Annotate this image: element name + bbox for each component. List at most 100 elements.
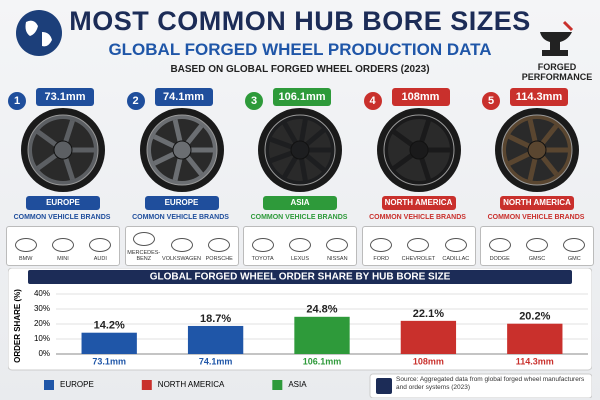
wheel-card: 5 114.3mm NORTH AMERICA COMMON VEHICLE BRAN… [478,86,594,268]
brand-name: AUDI [93,256,107,262]
bar [507,323,563,354]
brand: CHEVROLET [400,227,437,265]
legend-swatch [44,380,54,390]
wheel-image [258,108,342,192]
bar [400,320,457,354]
legend-swatch [141,380,152,390]
hub [172,140,191,160]
chart-title-bar [28,270,572,284]
value-label: 24.8% [306,304,337,316]
rank-badge: 2 [126,92,145,110]
brand: FORD [363,227,400,265]
subtitle: GLOBAL FORGED WHEEL PRODUCTION DATA [108,40,492,59]
brand-name: CHEVROLET [401,256,436,262]
brand-box: TOYOTA LEXUS NISSAN [243,226,357,266]
brand: GMC [556,227,593,265]
bar [294,316,350,354]
brand-name: MERCEDES-BENZ [127,250,161,262]
legend-label: ASIA [288,380,307,389]
brand-name: CADILLAC [442,256,470,262]
wheel-image [21,108,105,192]
size-badge: 74.1mm [154,88,213,106]
legend-label: EUROPE [60,380,94,389]
y-tick-label: 30% [34,304,50,313]
region-badge: NORTH AMERICA [381,196,456,210]
rank-badge: 5 [482,92,500,110]
brand-box: FORD CHEVROLET CADILLAC [361,226,476,266]
hub [527,140,547,160]
brand-name: LEXUS [290,256,310,262]
source-box [369,373,592,398]
chart-title: GLOBAL FORGED WHEEL ORDER SHARE BY HUB B… [150,272,451,283]
brands-label: COMMON VEHICLE BRANDS [13,214,111,221]
x-tick-label: 74.1mm [199,356,233,366]
x-tick-label: 108mm [413,356,444,366]
brands-label: COMMON VEHICLE BRANDS [250,214,348,221]
brand-name: GMC [567,256,581,262]
size-badge: 106.1mm [273,88,331,106]
x-tick-label: 73.1mm [92,356,126,366]
brand: TOYOTA [244,227,281,265]
region-badge: NORTH AMERICA [500,196,574,210]
rank-badge: 4 [363,92,382,110]
logo-text: FORGED PERFORMANCE [521,62,593,82]
y-axis-label: ORDER SHARE (%) [13,289,22,363]
wheel-card: 4 108mm NORTH AMERICA COMMON VEHICLE BRANDS… [360,86,476,268]
wheel-card: 1 73.1mm EUROPE COMMON VEHICLE BRANDS BMW MIN… [4,86,120,268]
size-badge: 73.1mm [36,88,94,106]
brand-box: MERCEDES-BENZ VOLKSWAGEN PORSCHE [124,226,239,266]
brand: GMSC [518,227,555,265]
brand: CADILLAC [437,227,474,265]
size-badge: 114.3mm [510,88,568,106]
y-tick-label: 40% [34,289,50,298]
brand-name: NISSAN [327,256,348,262]
brands-label: COMMON VEHICLE BRANDS [132,214,229,221]
brands-label: COMMON VEHICLE BRANDS [487,214,585,221]
y-tick-label: 20% [34,319,50,328]
rank-badge: 1 [8,92,26,110]
brand: VOLKSWAGEN [162,227,201,265]
anvil-icon [540,20,574,56]
title: MOST COMMON HUB BORE SIZES [69,6,531,36]
hub [53,140,73,160]
brand-name: GMSC [528,256,546,262]
brand: PORSCHE [201,227,238,265]
brand: MERCEDES-BENZ [126,227,163,265]
chart: GLOBAL FORGED WHEEL ORDER SHARE BY HUB B… [8,268,592,398]
value-label: 22.1% [413,308,444,320]
brand: NISSAN [319,227,356,265]
brand: BMW [7,227,44,265]
wheel-image [139,108,224,192]
brand-box: DODGE GMSC GMC [480,226,594,266]
source: Source: Aggregated data from global forg… [396,376,585,391]
wheel-image [495,108,579,192]
brand-name: FORD [373,256,389,262]
x-tick-label: 114.3mm [516,356,554,366]
x-tick-label: 106.1mm [303,356,342,366]
value-label: 18.7% [200,313,231,325]
brand: DODGE [481,227,518,265]
wheel-card: 2 74.1mm EUROPE COMMON VEHICLE BRANDS MERCED… [123,86,239,268]
region-badge: EUROPE [26,196,100,210]
region-badge: ASIA [263,196,337,210]
brands-label: COMMON VEHICLE BRANDS [369,214,466,221]
y-tick-label: 10% [34,334,50,343]
region-badge: EUROPE [144,196,219,210]
bar [81,332,137,354]
rank-badge: 3 [245,92,263,110]
brand: LEXUS [281,227,318,265]
hub [409,140,428,160]
brand-name: MINI [57,256,69,262]
brand: MINI [44,227,81,265]
legend-label: NORTH AMERICA [158,380,225,389]
value-label: 20.2% [519,311,550,323]
brand-name: TOYOTA [251,256,274,262]
source-icon [376,378,392,394]
note: BASED ON GLOBAL FORGED WHEEL ORDERS (202… [170,64,430,75]
brand-name: BMW [18,256,33,262]
wheel-image [376,108,461,192]
bar [187,325,244,354]
wheel-card: 3 106.1mm ASIA COMMON VEHICLE BRANDS TOYOTA L… [241,86,357,268]
value-label: 14.2% [94,320,125,332]
